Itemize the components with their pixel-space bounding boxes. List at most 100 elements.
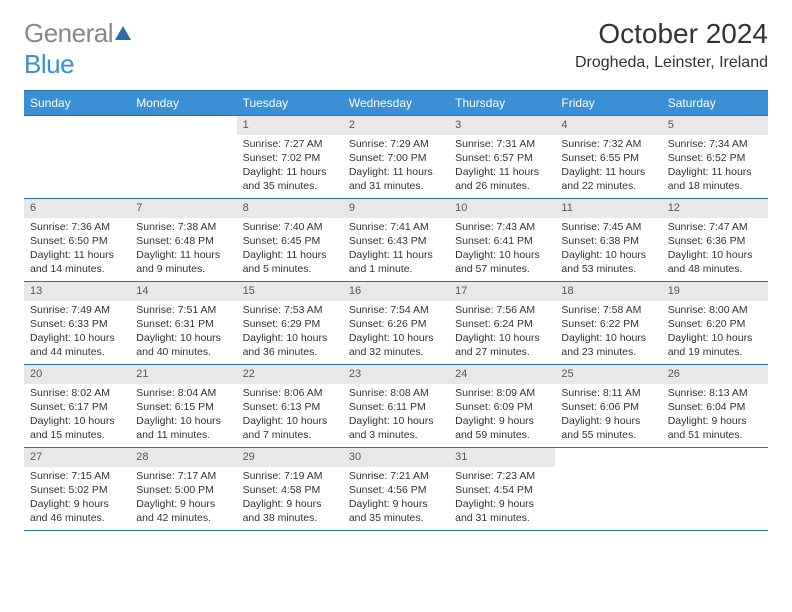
daylight-line: Daylight: 11 hours and 35 minutes. [243,165,337,193]
logo: General Blue [24,18,133,80]
sunrise-line: Sunrise: 7:53 AM [243,303,337,317]
day-number: 16 [343,282,449,301]
daylight-line: Daylight: 10 hours and 3 minutes. [349,414,443,442]
sunset-line: Sunset: 6:50 PM [30,234,124,248]
sunset-line: Sunset: 6:20 PM [668,317,762,331]
day-number: 25 [555,365,661,384]
day-details: Sunrise: 8:13 AMSunset: 6:04 PMDaylight:… [662,384,768,447]
sunset-line: Sunset: 6:45 PM [243,234,337,248]
day-cell-blank [130,116,236,198]
day-cell: 14Sunrise: 7:51 AMSunset: 6:31 PMDayligh… [130,282,236,364]
daylight-line: Daylight: 11 hours and 26 minutes. [455,165,549,193]
sunset-line: Sunset: 6:11 PM [349,400,443,414]
daylight-line: Daylight: 11 hours and 1 minute. [349,248,443,276]
day-cell: 26Sunrise: 8:13 AMSunset: 6:04 PMDayligh… [662,365,768,447]
sunset-line: Sunset: 4:56 PM [349,483,443,497]
sunset-line: Sunset: 6:57 PM [455,151,549,165]
sunset-line: Sunset: 5:02 PM [30,483,124,497]
day-details: Sunrise: 7:38 AMSunset: 6:48 PMDaylight:… [130,218,236,281]
sunrise-line: Sunrise: 7:27 AM [243,137,337,151]
sunset-line: Sunset: 6:04 PM [668,400,762,414]
sunset-line: Sunset: 6:15 PM [136,400,230,414]
sunset-line: Sunset: 6:26 PM [349,317,443,331]
daylight-line: Daylight: 10 hours and 36 minutes. [243,331,337,359]
daylight-line: Daylight: 11 hours and 22 minutes. [561,165,655,193]
daylight-line: Daylight: 9 hours and 59 minutes. [455,414,549,442]
sunset-line: Sunset: 6:22 PM [561,317,655,331]
daylight-line: Daylight: 11 hours and 5 minutes. [243,248,337,276]
day-number: 30 [343,448,449,467]
location: Drogheda, Leinster, Ireland [575,54,768,72]
day-number: 20 [24,365,130,384]
day-cell: 25Sunrise: 8:11 AMSunset: 6:06 PMDayligh… [555,365,661,447]
sunrise-line: Sunrise: 7:36 AM [30,220,124,234]
day-details: Sunrise: 7:31 AMSunset: 6:57 PMDaylight:… [449,135,555,198]
logo-text-b: Blue [24,49,74,79]
day-number: 9 [343,199,449,218]
sunrise-line: Sunrise: 7:21 AM [349,469,443,483]
day-details: Sunrise: 7:17 AMSunset: 5:00 PMDaylight:… [130,467,236,530]
sunrise-line: Sunrise: 7:19 AM [243,469,337,483]
sunrise-line: Sunrise: 7:41 AM [349,220,443,234]
day-number: 31 [449,448,555,467]
header: General Blue October 2024 Drogheda, Lein… [24,18,768,80]
day-cell-blank [662,448,768,530]
day-cell: 22Sunrise: 8:06 AMSunset: 6:13 PMDayligh… [237,365,343,447]
day-details: Sunrise: 7:47 AMSunset: 6:36 PMDaylight:… [662,218,768,281]
week-row: 6Sunrise: 7:36 AMSunset: 6:50 PMDaylight… [24,198,768,281]
day-cell: 18Sunrise: 7:58 AMSunset: 6:22 PMDayligh… [555,282,661,364]
day-details: Sunrise: 8:02 AMSunset: 6:17 PMDaylight:… [24,384,130,447]
weekday-label: Monday [130,91,236,115]
sail-icon [113,24,133,42]
day-details: Sunrise: 8:08 AMSunset: 6:11 PMDaylight:… [343,384,449,447]
month-title: October 2024 [575,18,768,50]
day-cell: 30Sunrise: 7:21 AMSunset: 4:56 PMDayligh… [343,448,449,530]
day-details: Sunrise: 7:15 AMSunset: 5:02 PMDaylight:… [24,467,130,530]
day-cell-blank [24,116,130,198]
day-cell: 9Sunrise: 7:41 AMSunset: 6:43 PMDaylight… [343,199,449,281]
day-details: Sunrise: 7:29 AMSunset: 7:00 PMDaylight:… [343,135,449,198]
day-number: 24 [449,365,555,384]
day-details: Sunrise: 7:45 AMSunset: 6:38 PMDaylight:… [555,218,661,281]
day-number: 5 [662,116,768,135]
calendar-bottom-rule [24,530,768,531]
day-details: Sunrise: 8:06 AMSunset: 6:13 PMDaylight:… [237,384,343,447]
sunrise-line: Sunrise: 7:34 AM [668,137,762,151]
day-number [24,116,130,135]
sunrise-line: Sunrise: 7:56 AM [455,303,549,317]
week-row: 27Sunrise: 7:15 AMSunset: 5:02 PMDayligh… [24,447,768,530]
day-number: 21 [130,365,236,384]
daylight-line: Daylight: 11 hours and 14 minutes. [30,248,124,276]
daylight-line: Daylight: 9 hours and 31 minutes. [455,497,549,525]
calendar: SundayMondayTuesdayWednesdayThursdayFrid… [24,90,768,531]
daylight-line: Daylight: 10 hours and 32 minutes. [349,331,443,359]
weekday-label: Wednesday [343,91,449,115]
day-details: Sunrise: 8:04 AMSunset: 6:15 PMDaylight:… [130,384,236,447]
sunset-line: Sunset: 6:36 PM [668,234,762,248]
daylight-line: Daylight: 9 hours and 55 minutes. [561,414,655,442]
daylight-line: Daylight: 10 hours and 7 minutes. [243,414,337,442]
title-block: October 2024 Drogheda, Leinster, Ireland [575,18,768,72]
sunrise-line: Sunrise: 7:43 AM [455,220,549,234]
sunset-line: Sunset: 7:00 PM [349,151,443,165]
day-cell: 19Sunrise: 8:00 AMSunset: 6:20 PMDayligh… [662,282,768,364]
day-cell: 23Sunrise: 8:08 AMSunset: 6:11 PMDayligh… [343,365,449,447]
day-number: 23 [343,365,449,384]
sunrise-line: Sunrise: 8:06 AM [243,386,337,400]
day-number: 7 [130,199,236,218]
day-details: Sunrise: 7:40 AMSunset: 6:45 PMDaylight:… [237,218,343,281]
sunrise-line: Sunrise: 7:49 AM [30,303,124,317]
day-number: 22 [237,365,343,384]
daylight-line: Daylight: 10 hours and 53 minutes. [561,248,655,276]
day-number: 10 [449,199,555,218]
sunset-line: Sunset: 6:06 PM [561,400,655,414]
sunrise-line: Sunrise: 8:00 AM [668,303,762,317]
daylight-line: Daylight: 10 hours and 48 minutes. [668,248,762,276]
day-details: Sunrise: 7:27 AMSunset: 7:02 PMDaylight:… [237,135,343,198]
sunset-line: Sunset: 6:31 PM [136,317,230,331]
day-number: 27 [24,448,130,467]
sunset-line: Sunset: 5:00 PM [136,483,230,497]
day-details: Sunrise: 7:56 AMSunset: 6:24 PMDaylight:… [449,301,555,364]
sunset-line: Sunset: 6:33 PM [30,317,124,331]
day-number: 14 [130,282,236,301]
